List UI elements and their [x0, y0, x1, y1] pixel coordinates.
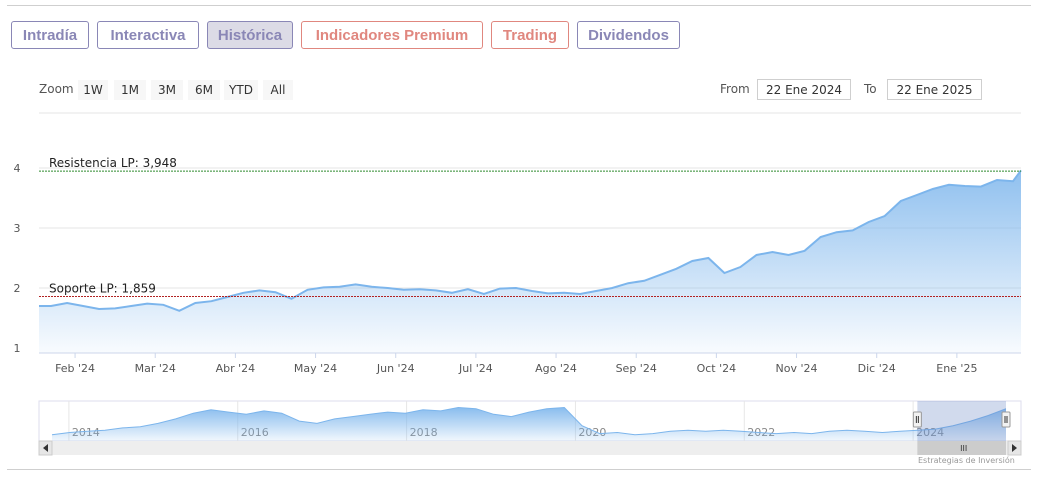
top-divider — [7, 5, 1031, 6]
chart-credit: Estrategias de Inversión — [918, 456, 1015, 465]
x-tick-label: Dic '24 — [858, 362, 896, 375]
scrollbar-thumb[interactable] — [917, 441, 1006, 455]
from-label: From — [720, 82, 750, 96]
navigator-line — [51, 406, 1007, 436]
navigator-right-handle[interactable] — [1001, 411, 1011, 428]
zoom-1w-button[interactable]: 1W — [78, 80, 108, 100]
x-tick-label: Feb '24 — [55, 362, 95, 375]
arrow-left-icon — [43, 444, 48, 452]
zoom-1m-button[interactable]: 1M — [114, 80, 146, 100]
from-date-input[interactable]: 22 Ene 2024 — [757, 79, 851, 100]
x-axis: Feb '24 Mar '24 Abr '24 May '24 Jun '24 Jul '… — [55, 353, 977, 375]
handle-body — [912, 411, 922, 428]
navigator-selected-window[interactable] — [917, 401, 1006, 441]
x-tick-label: Oct '24 — [697, 362, 737, 375]
zoom-label: Zoom — [39, 82, 74, 96]
x-tick-label: Mar '24 — [135, 362, 176, 375]
resistance-label: Resistencia LP: 3,948 — [49, 156, 177, 170]
to-label: To — [864, 82, 877, 96]
price-area — [39, 170, 1021, 353]
y-tick-label: 3 — [14, 222, 21, 235]
tab-historica[interactable]: Histórica — [207, 21, 293, 49]
navigator-left-handle[interactable] — [912, 411, 922, 428]
zoom-ytd-button[interactable]: YTD — [224, 80, 258, 100]
zoom-6m-button[interactable]: 6M — [188, 80, 220, 100]
x-tick-label: Ago '24 — [535, 362, 577, 375]
bottom-divider — [7, 469, 1031, 470]
y-tick-label: 1 — [14, 342, 21, 355]
zoom-3m-button[interactable]: 3M — [151, 80, 183, 100]
x-tick-label: Jun '24 — [376, 362, 415, 375]
price-line — [39, 169, 1022, 312]
tab-indicadores-premium[interactable]: Indicadores Premium — [301, 21, 483, 49]
tab-trading[interactable]: Trading — [491, 21, 569, 49]
zoom-all-button[interactable]: All — [263, 80, 293, 100]
x-tick-label: Sep '24 — [616, 362, 657, 375]
handle-body — [1001, 411, 1011, 428]
x-tick-label: Jul '24 — [458, 362, 493, 375]
arrow-right-icon — [1012, 444, 1017, 452]
y-tick-label: 2 — [14, 282, 21, 295]
scrollbar-track[interactable] — [39, 441, 1021, 455]
y-axis: 1 2 3 4 — [14, 162, 21, 355]
navigator-area — [52, 407, 1006, 441]
x-tick-label: Nov '24 — [776, 362, 818, 375]
grip-icon: III — [960, 444, 967, 453]
y-tick-label: 4 — [14, 162, 21, 175]
x-tick-label: Abr '24 — [216, 362, 256, 375]
tab-dividendos[interactable]: Dividendos — [577, 21, 680, 49]
to-date-input[interactable]: 22 Ene 2025 — [887, 79, 982, 100]
support-label: Soporte LP: 1,859 — [49, 281, 156, 295]
tab-intradia[interactable]: Intradía — [11, 21, 89, 49]
x-tick-label: Ene '25 — [936, 362, 977, 375]
tab-interactiva[interactable]: Interactiva — [97, 21, 199, 49]
x-tick-label: May '24 — [294, 362, 337, 375]
